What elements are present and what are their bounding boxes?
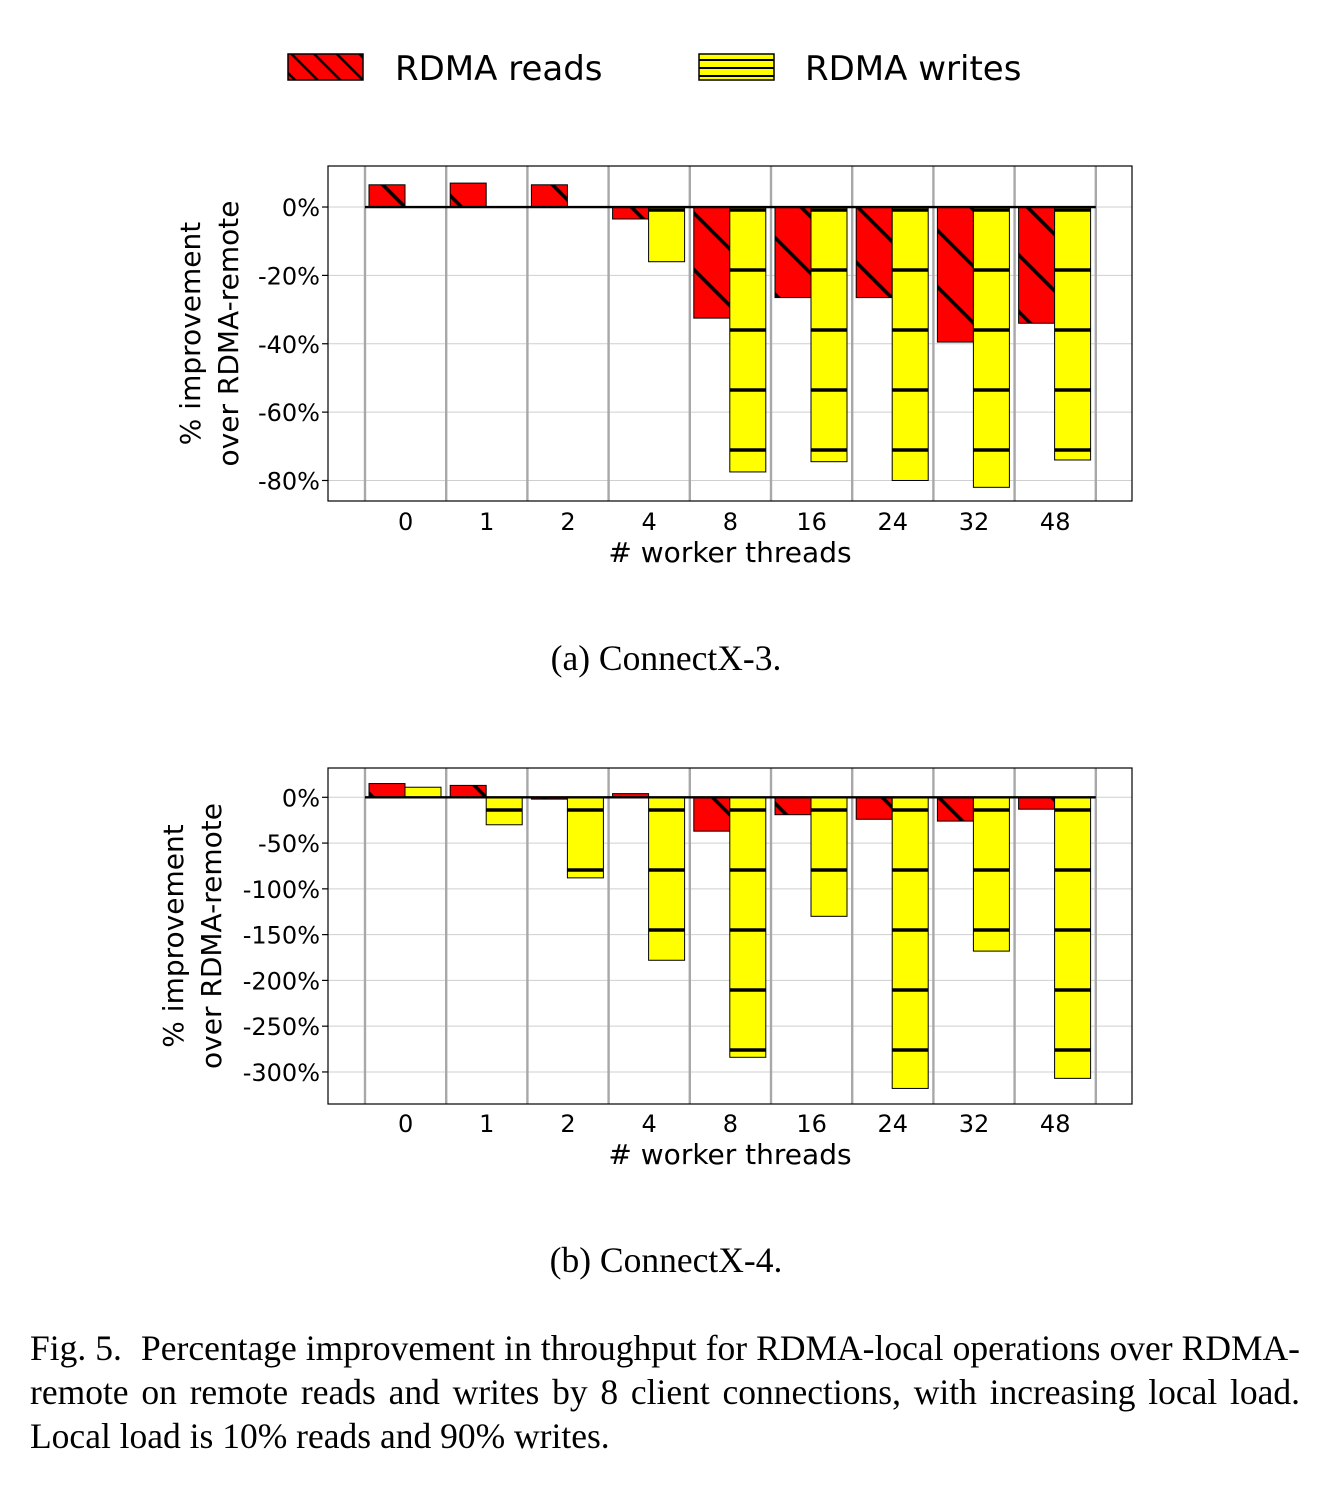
bar-writes bbox=[972, 796, 1010, 952]
legend-label-writes: RDMA writes bbox=[805, 49, 1021, 89]
bar-writes bbox=[485, 796, 523, 826]
x-tick-label: 48 bbox=[1040, 1110, 1071, 1138]
bar-writes bbox=[648, 206, 686, 263]
bar-writes bbox=[972, 206, 1010, 488]
x-tick-label: 16 bbox=[796, 508, 827, 536]
figure-caption: Fig. 5. Percentage improvement in throug… bbox=[30, 1326, 1300, 1458]
chart-connectx4: 0%-50%-100%-150%-200%-250%-300%0 1 2 4 8 16 24… bbox=[157, 767, 1133, 1171]
x-tick-label: 2 bbox=[560, 508, 575, 536]
bar-writes bbox=[810, 206, 848, 463]
bar-reads bbox=[1018, 796, 1056, 810]
bar-reads bbox=[530, 184, 568, 208]
x-tick-label: 1 bbox=[479, 508, 494, 536]
bar-reads bbox=[368, 783, 406, 798]
x-tick-label: 8 bbox=[723, 508, 738, 536]
legend: RDMA reads RDMA writes bbox=[287, 49, 1021, 89]
plot-frame bbox=[327, 767, 1133, 1105]
bar-writes bbox=[1054, 796, 1092, 1079]
x-tick-label: 4 bbox=[642, 1110, 657, 1138]
x-tick-label: 2 bbox=[560, 1110, 575, 1138]
chart-connectx3: 0%-20%-40%-60%-80%0 1 2 4 8 16 24 32 48# worker … bbox=[174, 165, 1133, 569]
x-tick-label: 48 bbox=[1040, 508, 1071, 536]
x-tick-label: 0 bbox=[398, 508, 413, 536]
legend-swatch-reads bbox=[287, 53, 364, 81]
subcaption-b: (b) ConnectX-4. bbox=[550, 1240, 783, 1280]
bar-writes bbox=[891, 206, 929, 481]
y-tick-label: -80% bbox=[258, 467, 320, 495]
x-axis-label: # worker threads bbox=[608, 536, 851, 569]
x-tick-label: 16 bbox=[796, 1110, 827, 1138]
y-tick-label: -100% bbox=[243, 876, 320, 904]
y-tick-label: -20% bbox=[258, 262, 320, 290]
caption-text: Percentage improvement in throughput for… bbox=[30, 1328, 1301, 1456]
legend-label-reads: RDMA reads bbox=[395, 49, 603, 89]
bar-writes bbox=[566, 796, 604, 879]
y-tick-label: -150% bbox=[243, 922, 320, 950]
x-tick-label: 32 bbox=[959, 508, 990, 536]
x-tick-label: 24 bbox=[878, 508, 909, 536]
bar-reads bbox=[774, 796, 812, 816]
y-tick-label: -250% bbox=[243, 1013, 320, 1041]
bar-reads bbox=[774, 206, 812, 299]
y-tick-label: -50% bbox=[258, 830, 320, 858]
bar-writes bbox=[729, 796, 767, 1058]
bar-reads bbox=[1018, 206, 1056, 324]
x-axis-label: # worker threads bbox=[608, 1138, 851, 1171]
y-tick-label: 0% bbox=[282, 194, 320, 222]
x-tick-label: 4 bbox=[642, 508, 657, 536]
bar-reads bbox=[855, 796, 893, 820]
y-tick-label: -200% bbox=[243, 967, 320, 995]
bar-reads bbox=[693, 206, 731, 319]
plot-frame bbox=[327, 165, 1133, 502]
bar-writes bbox=[729, 206, 767, 473]
bar-reads bbox=[855, 206, 893, 299]
bar-reads bbox=[449, 784, 487, 798]
bar-writes bbox=[810, 796, 848, 917]
bar-reads bbox=[612, 206, 650, 220]
y-axis-label: over RDMA-remote bbox=[195, 803, 228, 1069]
y-axis-label: % improvement bbox=[174, 222, 207, 445]
bar-reads bbox=[368, 184, 406, 208]
caption-label: Fig. 5. bbox=[30, 1328, 122, 1368]
y-tick-label: -40% bbox=[258, 331, 320, 359]
y-tick-label: -300% bbox=[243, 1059, 320, 1087]
y-axis-label: over RDMA-remote bbox=[212, 201, 245, 467]
bar-writes bbox=[1054, 206, 1092, 461]
y-tick-label: -60% bbox=[258, 399, 320, 427]
bar-reads bbox=[693, 796, 731, 832]
y-tick-label: 0% bbox=[282, 784, 320, 812]
subcaption-a: (a) ConnectX-3. bbox=[551, 638, 782, 678]
bar-reads bbox=[449, 182, 487, 208]
bar-writes bbox=[648, 796, 686, 961]
x-tick-label: 32 bbox=[959, 1110, 990, 1138]
x-tick-label: 8 bbox=[723, 1110, 738, 1138]
bar-writes bbox=[404, 786, 442, 798]
x-tick-label: 1 bbox=[479, 1110, 494, 1138]
x-tick-label: 24 bbox=[878, 1110, 909, 1138]
bar-reads bbox=[936, 206, 974, 343]
bar-reads bbox=[936, 796, 974, 822]
bar-writes bbox=[891, 796, 929, 1089]
y-axis-label: % improvement bbox=[157, 824, 190, 1047]
x-tick-label: 0 bbox=[398, 1110, 413, 1138]
legend-swatch-writes bbox=[698, 53, 775, 81]
